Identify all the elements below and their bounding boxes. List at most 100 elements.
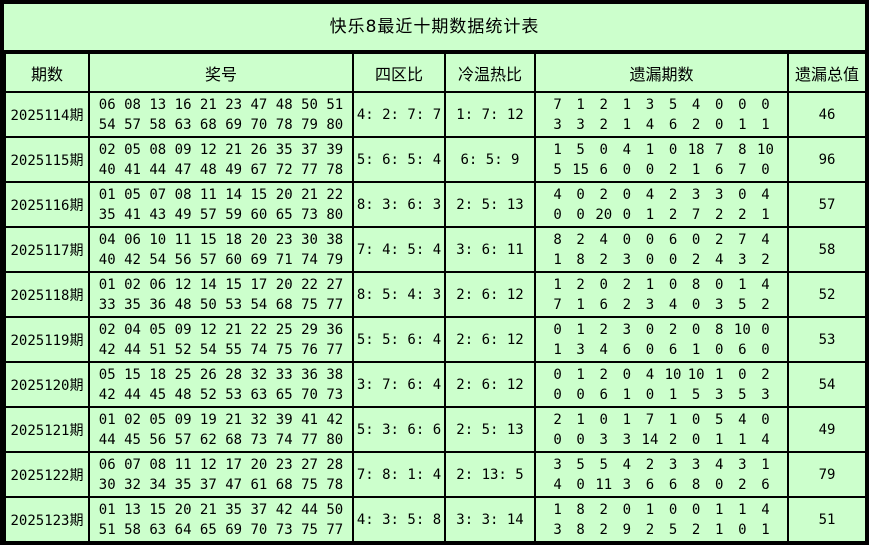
column-header-cold-warm-hot: 冷温热比 xyxy=(444,52,536,93)
miss-value: 0 xyxy=(738,366,747,383)
miss-value: 1 xyxy=(738,431,747,448)
miss-value: 5 xyxy=(576,141,585,158)
miss-value: 3 xyxy=(622,251,632,268)
miss-value: 0 xyxy=(576,431,585,448)
miss-value: 1 xyxy=(622,96,632,113)
numbers-line: 05 15 18 25 26 28 32 33 36 38 xyxy=(98,366,344,383)
miss-value: 4 xyxy=(691,96,701,113)
miss-value: 0 xyxy=(715,96,724,113)
miss-value: 1 xyxy=(738,116,747,133)
miss-value: 1 xyxy=(622,411,632,428)
miss-value: 4 xyxy=(738,411,747,428)
miss-value: 5 xyxy=(668,521,678,538)
miss-value: 2 xyxy=(599,321,608,338)
miss-value: 2 xyxy=(715,206,724,223)
miss-value: 10 xyxy=(687,366,705,383)
miss-value: 0 xyxy=(576,186,585,203)
miss-value: 1 xyxy=(553,251,562,268)
column-header-period: 期数 xyxy=(4,52,90,93)
miss-total-cell: 46 xyxy=(787,91,865,138)
numbers-cell: 06 07 08 11 12 17 20 23 27 28 30 32 34 35… xyxy=(88,451,354,498)
miss-value: 5 xyxy=(553,161,562,178)
miss-value: 0 xyxy=(622,501,632,518)
miss-value: 3 xyxy=(715,296,724,313)
numbers-cell: 01 05 07 08 11 14 15 20 21 22 35 41 43 49… xyxy=(88,181,354,228)
cold-warm-hot-cell: 2: 13: 5 xyxy=(444,451,536,498)
miss-value: 11 xyxy=(595,476,613,493)
miss-value: 2 xyxy=(691,116,701,133)
miss-value: 2 xyxy=(576,276,585,293)
miss-value: 6 xyxy=(761,476,770,493)
cold-warm-hot-cell: 6: 5: 9 xyxy=(444,136,536,183)
miss-value: 0 xyxy=(576,476,585,493)
miss-value: 5 xyxy=(576,456,585,473)
miss-value: 1 xyxy=(761,116,770,133)
numbers-cell: 05 15 18 25 26 28 32 33 36 38 42 44 45 48… xyxy=(88,361,354,408)
miss-value: 4 xyxy=(599,231,608,248)
miss-line: 0 0 3 3 14 2 0 1 1 4 xyxy=(537,430,786,450)
miss-value: 1 xyxy=(622,386,632,403)
miss-total-cell: 79 xyxy=(787,451,865,498)
miss-value: 0 xyxy=(576,206,585,223)
cold-warm-hot-cell: 3: 3: 14 xyxy=(444,496,536,541)
miss-value: 0 xyxy=(645,251,655,268)
period-cell: 2025117期 xyxy=(4,226,90,273)
miss-value: 1 xyxy=(691,341,701,358)
miss-value: 6 xyxy=(715,161,724,178)
miss-value: 1 xyxy=(668,411,678,428)
miss-value: 0 xyxy=(622,206,632,223)
table-header: 期数 奖号 四区比 冷温热比 遗漏期数 遗漏总值 xyxy=(4,52,865,93)
zone-ratio-cell: 8: 5: 4: 3 xyxy=(352,271,446,318)
numbers-line: 40 41 44 47 48 49 67 72 77 78 xyxy=(98,161,344,178)
zone-ratio-cell: 5: 5: 6: 4 xyxy=(352,316,446,363)
miss-value: 2 xyxy=(622,276,632,293)
numbers-line: 06 07 08 11 12 17 20 23 27 28 xyxy=(98,456,344,473)
miss-value: 0 xyxy=(691,501,701,518)
miss-value: 0 xyxy=(622,186,632,203)
miss-value: 2 xyxy=(576,231,585,248)
miss-value: 0 xyxy=(761,341,770,358)
miss-value: 2 xyxy=(599,501,608,518)
miss-value: 2 xyxy=(738,206,747,223)
numbers-cell: 02 05 08 09 12 21 26 35 37 39 40 41 44 47… xyxy=(88,136,354,183)
numbers-line: 04 06 10 11 15 18 20 23 30 38 xyxy=(98,231,344,248)
miss-value: 3 xyxy=(622,476,632,493)
miss-value: 0 xyxy=(761,411,770,428)
miss-value: 3 xyxy=(738,251,747,268)
miss-value: 1 xyxy=(715,366,724,383)
miss-value: 0 xyxy=(668,141,678,158)
miss-value: 3 xyxy=(691,456,701,473)
numbers-cell: 06 08 13 16 21 23 47 48 50 51 54 57 58 63… xyxy=(88,91,354,138)
miss-value: 1 xyxy=(738,501,747,518)
miss-value: 0 xyxy=(576,386,585,403)
miss-value: 0 xyxy=(622,231,632,248)
miss-value: 3 xyxy=(761,386,770,403)
miss-value: 4 xyxy=(761,186,770,203)
miss-value: 2 xyxy=(599,186,608,203)
numbers-line: 42 44 51 52 54 55 74 75 76 77 xyxy=(98,341,344,358)
miss-value: 8 xyxy=(553,231,562,248)
period-cell: 2025122期 xyxy=(4,451,90,498)
miss-total-cell: 96 xyxy=(787,136,865,183)
miss-value: 1 xyxy=(645,141,655,158)
miss-value: 5 xyxy=(668,96,678,113)
miss-value: 1 xyxy=(553,341,562,358)
miss-value: 10 xyxy=(664,366,682,383)
numbers-line: 42 44 45 48 52 53 63 65 70 73 xyxy=(98,386,344,403)
zone-ratio-cell: 5: 6: 5: 4 xyxy=(352,136,446,183)
miss-value: 2 xyxy=(668,321,678,338)
miss-value: 6 xyxy=(599,161,608,178)
miss-value: 5 xyxy=(738,386,747,403)
miss-value: 1 xyxy=(576,321,585,338)
miss-value: 0 xyxy=(599,276,608,293)
miss-total-cell: 52 xyxy=(787,271,865,318)
miss-value: 18 xyxy=(687,141,705,158)
cold-warm-hot-cell: 2: 5: 13 xyxy=(444,181,536,228)
numbers-cell: 01 13 15 20 21 35 37 42 44 50 51 58 63 64… xyxy=(88,496,354,541)
